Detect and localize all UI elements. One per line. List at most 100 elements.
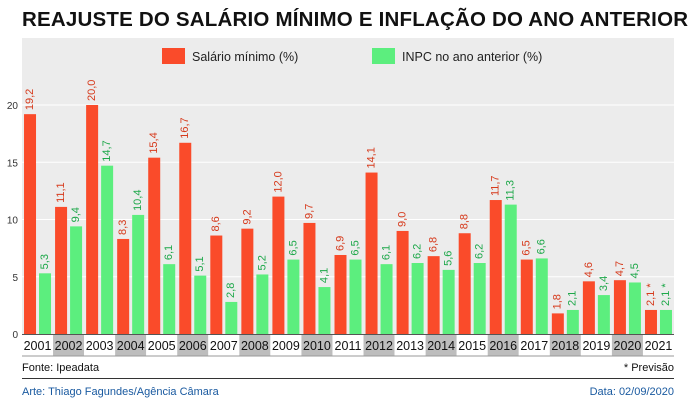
x-tick-label: 2013 [396,339,424,353]
x-tick-label: 2016 [489,339,517,353]
bar[interactable] [334,254,347,334]
bar[interactable] [272,196,285,334]
bar[interactable] [489,200,502,334]
legend-label: INPC no ano anterior (%) [402,50,542,64]
bar[interactable] [504,204,517,334]
bar-value-label: 6,9 [334,236,346,251]
bar[interactable] [256,274,269,334]
x-tick-label: 2003 [86,339,114,353]
bar[interactable] [380,264,393,334]
bar[interactable] [24,114,37,334]
x-tick-label: 2004 [117,339,145,353]
bar-value-label: 19,2 [24,89,36,110]
x-tick-label: 2006 [179,339,207,353]
x-tick-label: 2008 [241,339,269,353]
bar[interactable] [644,309,657,334]
bar[interactable] [194,275,207,334]
x-tick-label: 2007 [210,339,238,353]
x-category-cell [549,335,581,356]
x-category-cell [177,335,209,356]
bar-value-label: 14,1 [365,147,377,168]
bar[interactable] [101,165,114,334]
x-tick-label: 2001 [24,339,52,353]
x-category-cell [611,335,643,356]
x-category-cell [487,335,519,356]
bar-value-label: 2,1 * [660,283,672,306]
credit-text: Arte: Thiago Fagundes/Agência Câmara [22,386,219,398]
bar[interactable] [318,287,331,334]
bar[interactable] [396,230,409,334]
bar-value-label: 6,8 [428,237,440,252]
bar[interactable] [210,235,223,334]
bar[interactable] [473,263,486,334]
y-tick-label: 0 [12,330,18,341]
bar[interactable] [225,301,238,334]
bar-value-label: 6,5 [287,240,299,255]
x-category-cell [115,335,147,356]
bar[interactable] [365,172,378,334]
bar[interactable] [566,309,579,334]
y-tick-label: 10 [7,216,19,227]
bar-value-label: 12,0 [272,171,284,192]
x-category-cell [22,335,54,356]
bar-value-label: 8,3 [117,220,129,235]
bar-value-label: 6,2 [412,244,424,259]
bar[interactable] [86,105,99,334]
x-tick-label: 2021 [645,339,673,353]
bar[interactable] [628,282,641,334]
bar-value-label: 9,4 [70,207,82,222]
bar[interactable] [427,256,440,334]
x-tick-label: 2009 [272,339,300,353]
bar-value-label: 2,8 [225,283,237,298]
legend-label: Salário mínimo (%) [192,50,298,64]
bar[interactable] [582,281,595,334]
bar-value-label: 11,1 [55,182,67,203]
bar-value-label: 6,2 [474,244,486,259]
x-category-cell [270,335,302,356]
bar[interactable] [597,295,610,334]
bar-value-label: 6,6 [536,239,548,254]
bar[interactable] [132,214,145,334]
legend-swatch [372,48,395,64]
bar-value-label: 9,0 [397,212,409,227]
bar[interactable] [148,157,161,334]
x-tick-label: 2019 [582,339,610,353]
bar[interactable] [659,309,672,334]
x-tick-label: 2020 [614,339,642,353]
bar[interactable] [39,273,52,334]
bar[interactable] [535,258,548,334]
bar[interactable] [458,233,471,334]
bar[interactable] [179,142,192,334]
bar[interactable] [349,259,362,334]
bar[interactable] [55,206,68,334]
x-category-cell [394,335,426,356]
bar[interactable] [287,259,300,334]
bar[interactable] [613,280,626,334]
bar-value-label: 6,1 [163,245,175,260]
bar[interactable] [117,238,130,334]
bar[interactable] [163,264,176,334]
bar[interactable] [70,226,83,334]
x-tick-label: 2005 [148,339,176,353]
x-tick-label: 2017 [520,339,548,353]
bar-value-label: 3,4 [598,276,610,291]
x-category-cell [332,335,364,356]
bar[interactable] [241,228,254,334]
bar[interactable] [520,259,533,334]
bar-value-label: 14,7 [101,140,113,161]
x-tick-label: 2010 [303,339,331,353]
bar-value-label: 11,3 [505,180,517,201]
bar-value-label: 6,5 [521,240,533,255]
bar-value-label: 20,0 [86,80,98,101]
bar-value-label: 9,7 [303,204,315,219]
bar[interactable] [442,269,455,334]
source-text: Fonte: Ipeadata [22,362,100,374]
date-text: Data: 02/09/2020 [589,386,674,398]
bar-value-label: 6,1 [380,245,392,260]
x-tick-label: 2018 [551,339,579,353]
bar[interactable] [411,263,424,334]
bar[interactable] [303,222,316,334]
x-tick-label: 2011 [335,339,362,353]
bar[interactable] [551,313,564,334]
